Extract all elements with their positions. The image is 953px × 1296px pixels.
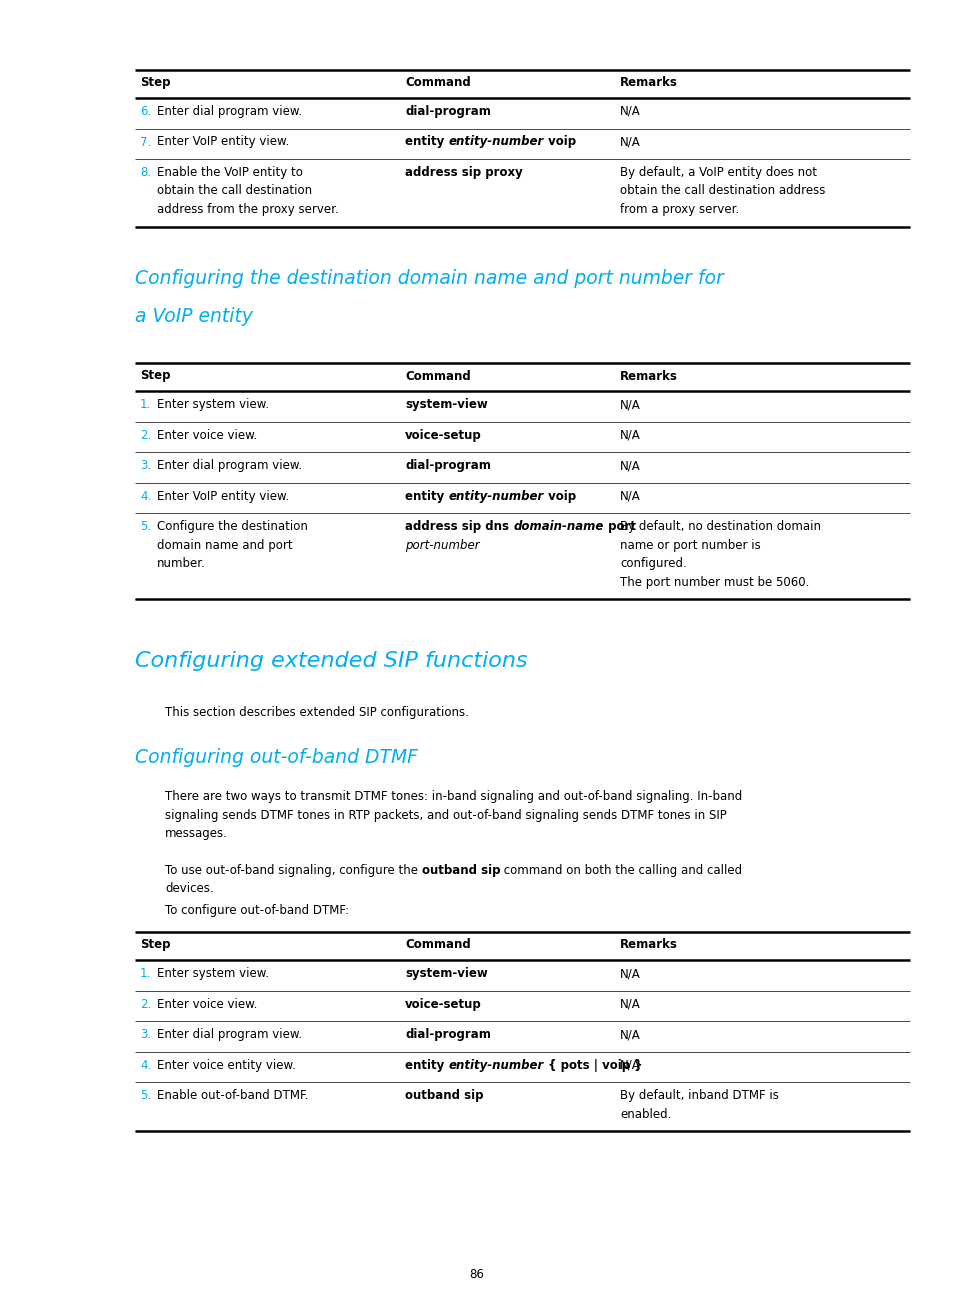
Text: 7.: 7. <box>140 136 152 149</box>
Text: Configuring extended SIP functions: Configuring extended SIP functions <box>135 652 527 671</box>
Text: domain name and port: domain name and port <box>157 539 293 552</box>
Text: N/A: N/A <box>619 105 640 118</box>
Text: entity-number: entity-number <box>448 490 543 503</box>
Text: configured.: configured. <box>619 557 686 570</box>
Text: 4.: 4. <box>140 1059 152 1072</box>
Text: voice-setup: voice-setup <box>405 998 481 1011</box>
Text: address sip dns: address sip dns <box>405 521 513 534</box>
Text: system-view: system-view <box>405 398 487 412</box>
Text: obtain the call destination address: obtain the call destination address <box>619 184 824 197</box>
Text: N/A: N/A <box>619 998 640 1011</box>
Text: Remarks: Remarks <box>619 76 678 89</box>
Text: Configuring the destination domain name and port number for: Configuring the destination domain name … <box>135 268 723 288</box>
Text: dial-program: dial-program <box>405 460 491 473</box>
Text: To use out-of-band signaling, configure the: To use out-of-band signaling, configure … <box>165 864 421 877</box>
Text: Enter dial program view.: Enter dial program view. <box>157 460 302 473</box>
Text: 86: 86 <box>469 1267 484 1280</box>
Text: Enter dial program view.: Enter dial program view. <box>157 1029 302 1042</box>
Text: 3.: 3. <box>140 1029 151 1042</box>
Text: Enter dial program view.: Enter dial program view. <box>157 105 302 118</box>
Text: N/A: N/A <box>619 429 640 442</box>
Text: 2.: 2. <box>140 998 152 1011</box>
Text: Command: Command <box>405 938 470 951</box>
Text: messages.: messages. <box>165 828 228 841</box>
Text: By default, inband DTMF is: By default, inband DTMF is <box>619 1090 778 1103</box>
Text: This section describes extended SIP configurations.: This section describes extended SIP conf… <box>165 706 468 719</box>
Text: Enable out-of-band DTMF.: Enable out-of-band DTMF. <box>157 1090 308 1103</box>
Text: Command: Command <box>405 369 470 382</box>
Text: 5.: 5. <box>140 521 151 534</box>
Text: signaling sends DTMF tones in RTP packets, and out-of-band signaling sends DTMF : signaling sends DTMF tones in RTP packet… <box>165 809 726 822</box>
Text: Command: Command <box>405 76 470 89</box>
Text: 8.: 8. <box>140 166 151 179</box>
Text: Step: Step <box>140 938 171 951</box>
Text: domain-name: domain-name <box>513 521 603 534</box>
Text: 1.: 1. <box>140 398 152 412</box>
Text: By default, no destination domain: By default, no destination domain <box>619 521 821 534</box>
Text: Step: Step <box>140 76 171 89</box>
Text: 1.: 1. <box>140 968 152 981</box>
Text: address sip proxy: address sip proxy <box>405 166 522 179</box>
Text: entity-number: entity-number <box>448 136 543 149</box>
Text: voip: voip <box>543 136 576 149</box>
Text: N/A: N/A <box>619 1029 640 1042</box>
Text: number.: number. <box>157 557 206 570</box>
Text: system-view: system-view <box>405 968 487 981</box>
Text: 4.: 4. <box>140 490 152 503</box>
Text: Enter VoIP entity view.: Enter VoIP entity view. <box>157 490 289 503</box>
Text: By default, a VoIP entity does not: By default, a VoIP entity does not <box>619 166 816 179</box>
Text: voip: voip <box>543 490 576 503</box>
Text: entity: entity <box>405 136 448 149</box>
Text: enabled.: enabled. <box>619 1108 671 1121</box>
Text: entity: entity <box>405 490 448 503</box>
Text: entity: entity <box>405 1059 448 1072</box>
Text: { pots | voip }: { pots | voip } <box>543 1059 641 1072</box>
Text: Configure the destination: Configure the destination <box>157 521 308 534</box>
Text: from a proxy server.: from a proxy server. <box>619 203 739 216</box>
Text: N/A: N/A <box>619 490 640 503</box>
Text: a VoIP entity: a VoIP entity <box>135 306 253 325</box>
Text: command on both the calling and called: command on both the calling and called <box>499 864 741 877</box>
Text: 2.: 2. <box>140 429 152 442</box>
Text: outband sip: outband sip <box>405 1090 483 1103</box>
Text: Remarks: Remarks <box>619 938 678 951</box>
Text: 3.: 3. <box>140 460 151 473</box>
Text: N/A: N/A <box>619 398 640 412</box>
Text: To configure out-of-band DTMF:: To configure out-of-band DTMF: <box>165 905 349 918</box>
Text: N/A: N/A <box>619 136 640 149</box>
Text: Enter voice view.: Enter voice view. <box>157 998 257 1011</box>
Text: Step: Step <box>140 369 171 382</box>
Text: Enter system view.: Enter system view. <box>157 968 269 981</box>
Text: voice-setup: voice-setup <box>405 429 481 442</box>
Text: Enter voice view.: Enter voice view. <box>157 429 257 442</box>
Text: Enter system view.: Enter system view. <box>157 398 269 412</box>
Text: devices.: devices. <box>165 883 213 896</box>
Text: N/A: N/A <box>619 1059 640 1072</box>
Text: N/A: N/A <box>619 968 640 981</box>
Text: address from the proxy server.: address from the proxy server. <box>157 203 338 216</box>
Text: 5.: 5. <box>140 1090 151 1103</box>
Text: Enter VoIP entity view.: Enter VoIP entity view. <box>157 136 289 149</box>
Text: obtain the call destination: obtain the call destination <box>157 184 312 197</box>
Text: port-number: port-number <box>405 539 479 552</box>
Text: outband sip: outband sip <box>421 864 499 877</box>
Text: port: port <box>603 521 635 534</box>
Text: Remarks: Remarks <box>619 369 678 382</box>
Text: The port number must be 5060.: The port number must be 5060. <box>619 575 808 588</box>
Text: There are two ways to transmit DTMF tones: in-band signaling and out-of-band sig: There are two ways to transmit DTMF tone… <box>165 791 741 804</box>
Text: 6.: 6. <box>140 105 152 118</box>
Text: Enter voice entity view.: Enter voice entity view. <box>157 1059 295 1072</box>
Text: Enable the VoIP entity to: Enable the VoIP entity to <box>157 166 302 179</box>
Text: Configuring out-of-band DTMF: Configuring out-of-band DTMF <box>135 749 417 767</box>
Text: dial-program: dial-program <box>405 105 491 118</box>
Text: name or port number is: name or port number is <box>619 539 760 552</box>
Text: entity-number: entity-number <box>448 1059 543 1072</box>
Text: N/A: N/A <box>619 460 640 473</box>
Text: dial-program: dial-program <box>405 1029 491 1042</box>
